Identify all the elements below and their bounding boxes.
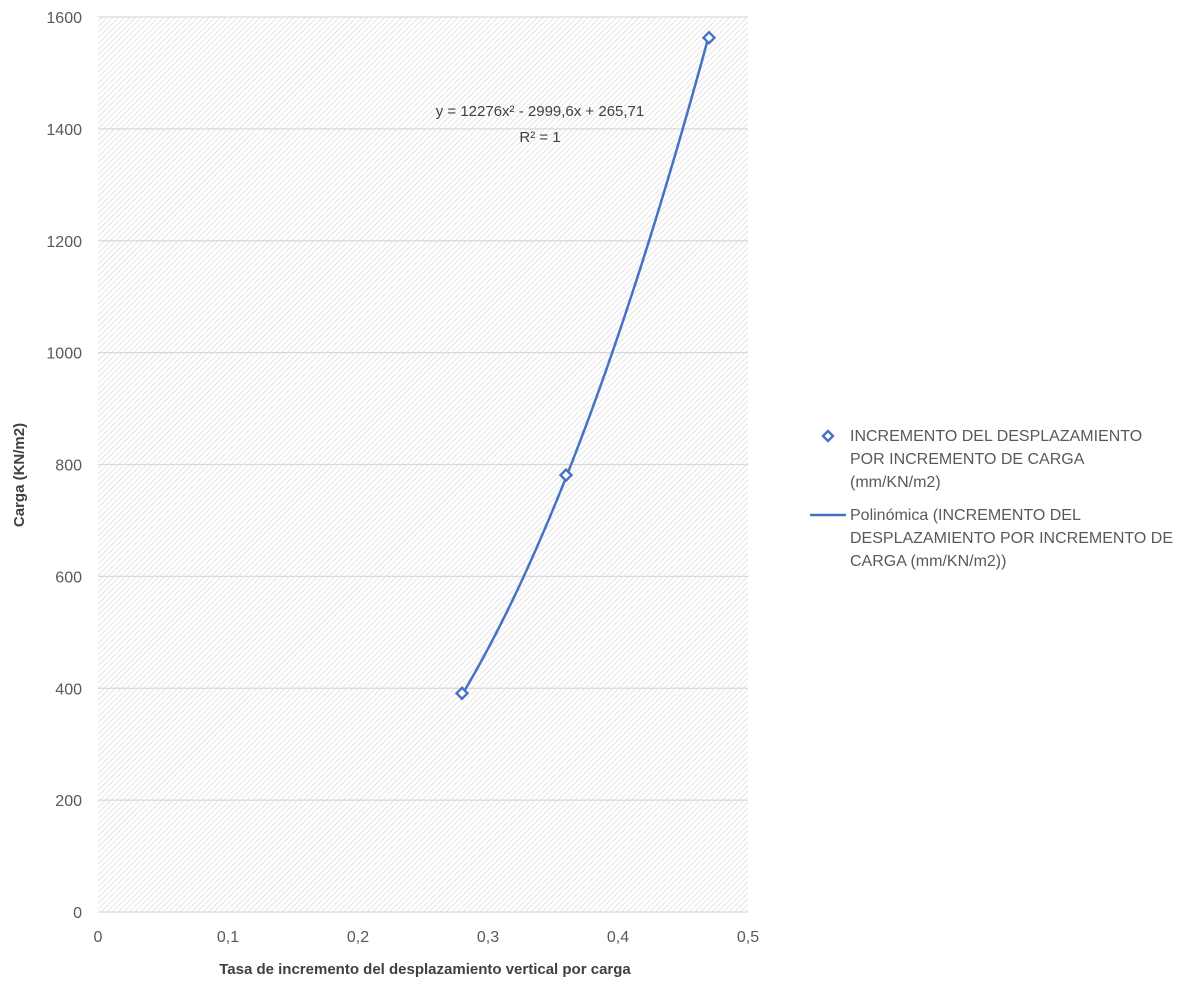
y-tick-label: 200 [55,793,82,810]
x-axis-title: Tasa de incremento del desplazamiento ve… [219,961,631,978]
y-tick-label: 1400 [46,122,82,139]
y-tick-label: 400 [55,681,82,698]
legend-trendline-label: Polinómica (INCREMENTO DEL DESPLAZAMIENT… [850,507,1174,570]
legend-series-label: INCREMENTO DEL DESPLAZAMIENTO POR INCREM… [850,428,1143,491]
x-tick-label: 0,5 [737,929,759,946]
trendline [460,34,711,696]
trendline-r-squared: R² = 1 [519,129,560,146]
trendline-equation: y = 12276x² - 2999,6x + 265,71 R² = 1 [436,103,644,146]
y-axis-title: Carga (KN/m2) [11,423,28,527]
x-tick-label: 0,1 [217,929,239,946]
trendline-line-icon [810,513,846,517]
x-tick-label: 0,4 [607,929,629,946]
data-point [558,467,574,483]
data-point [701,30,717,45]
data-point [454,686,470,701]
diamond-marker-icon [821,429,835,443]
legend: INCREMENTO DEL DESPLAZAMIENTO POR INCREM… [808,425,1178,583]
x-axis-ticks: 0 0,1 0,2 0,3 0,4 0,5 [94,929,760,946]
y-tick-label: 800 [55,458,82,475]
data-points [454,30,717,701]
y-tick-label: 1200 [46,234,82,251]
y-tick-label: 1600 [46,10,82,27]
legend-item-series: INCREMENTO DEL DESPLAZAMIENTO POR INCREM… [808,425,1178,494]
x-tick-label: 0,3 [477,929,499,946]
x-tick-label: 0 [94,929,103,946]
y-tick-label: 1000 [46,346,82,363]
legend-item-trendline: Polinómica (INCREMENTO DEL DESPLAZAMIENT… [808,504,1178,573]
trendline-equation-line1: y = 12276x² - 2999,6x + 265,71 [436,103,644,120]
x-tick-label: 0,2 [347,929,369,946]
y-tick-label: 0 [73,905,82,922]
y-axis-ticks: 0 200 400 600 800 1000 1200 1400 1600 [46,10,82,922]
trendline-group [460,34,711,696]
gridlines [98,16,748,913]
y-tick-label: 600 [55,569,82,586]
